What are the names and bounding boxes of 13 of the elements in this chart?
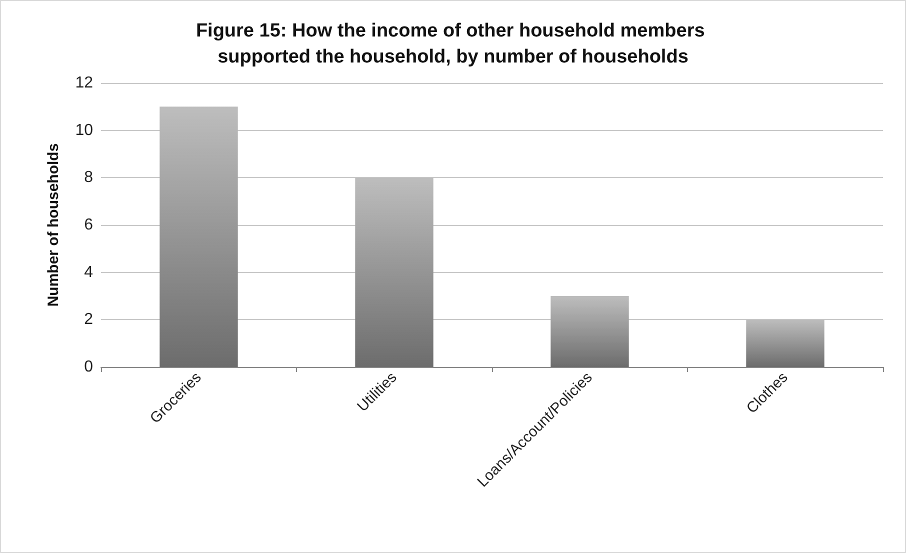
- y-tick-label: 4: [84, 264, 94, 281]
- y-axis-title: Number of households: [45, 143, 62, 307]
- bar: [746, 320, 824, 367]
- y-tick-label: 0: [84, 358, 94, 376]
- y-tick-label: 6: [84, 216, 94, 234]
- bar: [160, 106, 238, 367]
- bar: [550, 296, 629, 367]
- chart-title: Figure 15: How the income of other household members supported the household, by number of households: [196, 20, 710, 68]
- y-tick-label: 12: [75, 74, 94, 92]
- y-tick-label: 2: [84, 311, 94, 328]
- y-tick-label: 8: [84, 169, 94, 186]
- bar: [355, 178, 434, 367]
- y-tick-label: 10: [75, 122, 94, 139]
